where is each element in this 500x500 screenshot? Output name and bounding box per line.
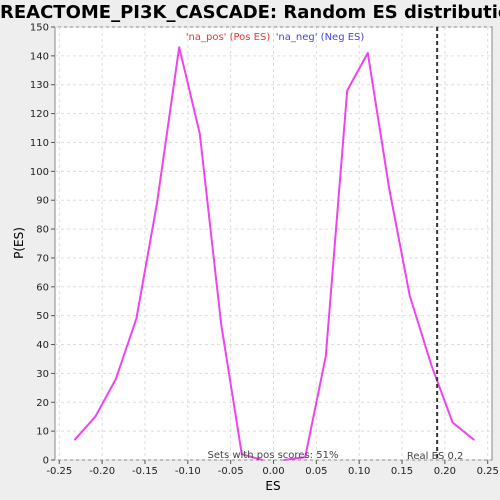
legend-pos-es: 'na_pos' (Pos ES) [186,32,271,43]
x-tick-label: -0.05 [218,466,244,477]
data-point [135,317,138,320]
x-tick-label: -0.25 [46,466,72,477]
data-point [94,415,97,418]
y-tick-label: 0 [43,456,49,467]
y-tick-label: 60 [36,282,49,293]
data-point [178,46,180,48]
data-point [73,439,76,441]
pos-scores-annotation: Sets with pos scores: 51% [208,450,339,461]
data-point [325,355,327,357]
x-tick-label: -0.15 [132,466,158,477]
y-axis-label: P(ES) [12,227,26,259]
x-tick-label: 0.15 [391,466,413,477]
data-point [451,421,454,424]
data-point [115,378,117,381]
y-tick-label: 140 [30,51,49,62]
y-tick-label: 20 [36,398,49,409]
legend-neg-es: 'na_neg' (Neg ES) [276,32,365,43]
data-point [304,456,307,458]
data-point [283,459,285,461]
data-point [199,133,201,135]
data-point [346,89,349,92]
y-tick-label: 150 [30,23,49,34]
y-tick-label: 90 [36,196,49,207]
x-tick-label: -0.10 [175,466,201,477]
y-tick-label: 130 [30,80,49,91]
series-line-neg-es [283,52,475,461]
y-tick-label: 100 [30,167,49,178]
x-tick-label: 0.00 [262,466,284,477]
y-tick-label: 10 [36,427,49,438]
axes: 0 10 20 30 40 50 60 70 80 90 100 110 120 130 140 150 -0.… [30,23,499,478]
data-point [473,439,475,441]
y-tick-label: 110 [30,138,49,149]
data-point [220,323,222,326]
series-lines [73,46,475,461]
x-tick-label: 0.05 [305,466,327,477]
x-tick-label: -0.20 [89,466,115,477]
data-point [367,52,369,54]
data-point [241,453,243,456]
x-tick-label: 0.10 [348,466,370,477]
series-line-pos-es [73,46,263,461]
y-tick-label: 50 [36,311,49,322]
x-tick-label: 0.25 [477,466,499,477]
y-tick-label: 40 [36,340,49,351]
gridlines [55,26,492,461]
x-tick-label: 0.20 [434,466,456,477]
chart-title: REACTOME_PI3K_CASCADE: Random ES distrib… [0,2,500,23]
data-point [261,459,264,461]
data-point [156,202,158,204]
real-es-label: Real ES 0.2 [407,451,463,462]
y-tick-label: 70 [36,253,49,264]
data-point [388,187,391,190]
y-tick-label: 80 [36,225,49,236]
y-tick-label: 120 [30,109,49,120]
x-axis-label: ES [265,479,280,493]
data-point [408,294,411,297]
y-tick-label: 30 [36,369,49,380]
data-point [430,363,433,366]
